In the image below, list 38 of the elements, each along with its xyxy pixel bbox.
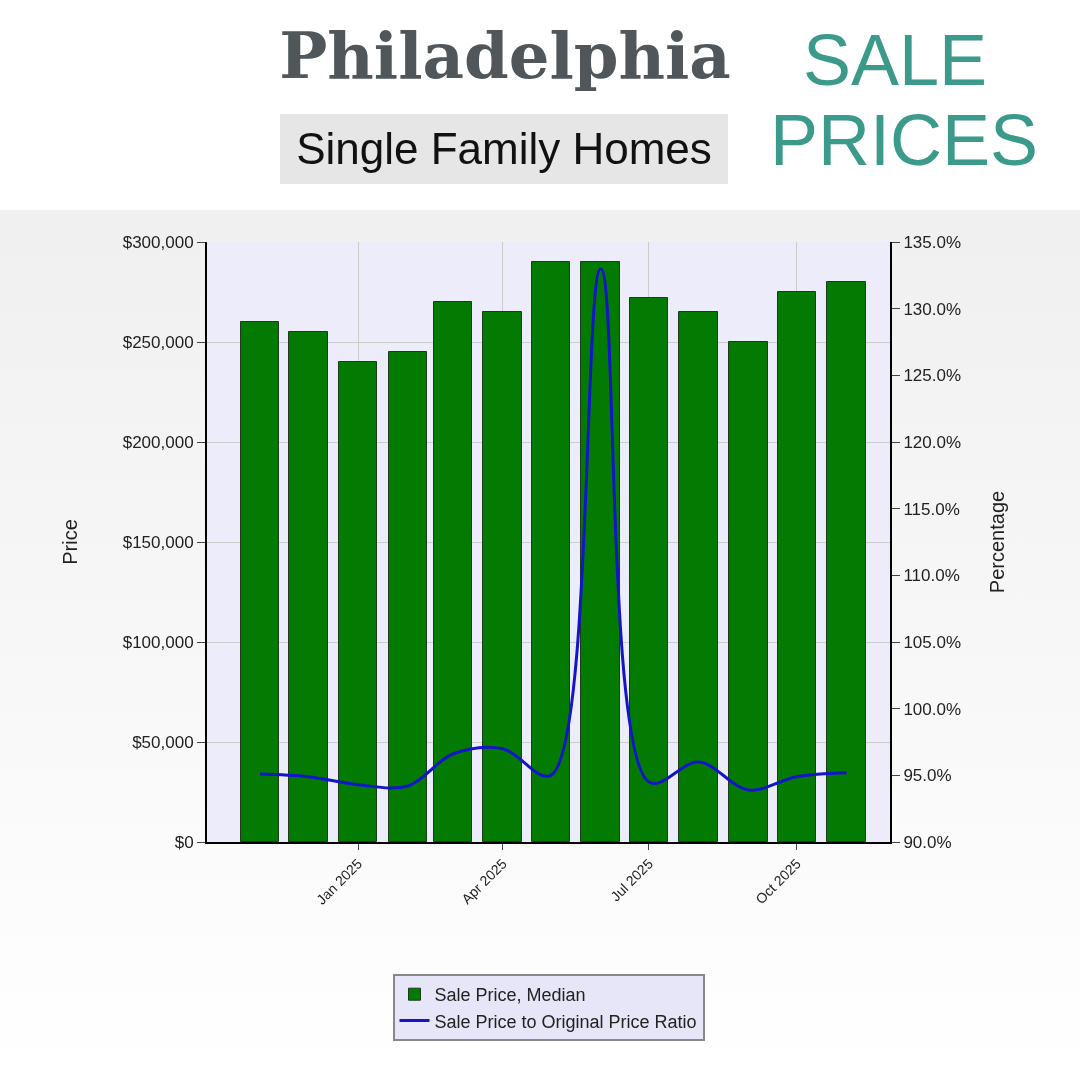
- y2-tick-label: 110.0%: [903, 566, 960, 586]
- bar: [678, 311, 718, 842]
- y2-tick-label: 90.0%: [903, 832, 952, 852]
- y2-tick-label: 105.0%: [903, 632, 962, 652]
- bar: [388, 351, 427, 842]
- y-tick-label: $300,000: [122, 232, 194, 252]
- line-series: [258, 267, 849, 792]
- y-tick-label: $200,000: [122, 432, 194, 452]
- y-tick-label: $0: [174, 832, 194, 852]
- y-tick-label: $150,000: [122, 532, 194, 552]
- bar: [338, 361, 377, 842]
- legend-label: Sale Price to Original Price Ratio: [434, 1011, 697, 1032]
- chart-title: Philadelphia: [278, 18, 732, 93]
- bar: [288, 331, 328, 842]
- bar: [482, 311, 522, 842]
- bar: [531, 261, 570, 842]
- y2-tick-label: 130.0%: [903, 299, 962, 319]
- y-tick-label: $100,000: [122, 632, 194, 652]
- legend-label: Sale Price, Median: [434, 985, 586, 1006]
- y2-tick-label: 120.0%: [903, 432, 962, 452]
- y2-tick-label: 95.0%: [903, 766, 952, 786]
- bar: [240, 321, 279, 842]
- y-tick-label: $250,000: [122, 332, 194, 352]
- y2-tick-label: 100.0%: [903, 699, 962, 719]
- y2-tick-label: 125.0%: [903, 366, 962, 386]
- bar: [433, 301, 472, 842]
- y-tick-label: $50,000: [132, 732, 194, 752]
- bar: [728, 341, 768, 842]
- bar: [580, 261, 620, 842]
- y-axis-title: Price: [58, 519, 81, 565]
- chart-subtitle: Single Family Homes: [280, 114, 728, 184]
- text: SALE PRICES: [770, 20, 1039, 180]
- y2-axis-title: Percentage: [986, 490, 1009, 594]
- y2-tick-label: 115.0%: [903, 499, 960, 519]
- bar: [777, 291, 816, 842]
- bar: [629, 297, 668, 842]
- bar: [826, 281, 866, 842]
- y2-tick-label: 135.0%: [903, 232, 962, 252]
